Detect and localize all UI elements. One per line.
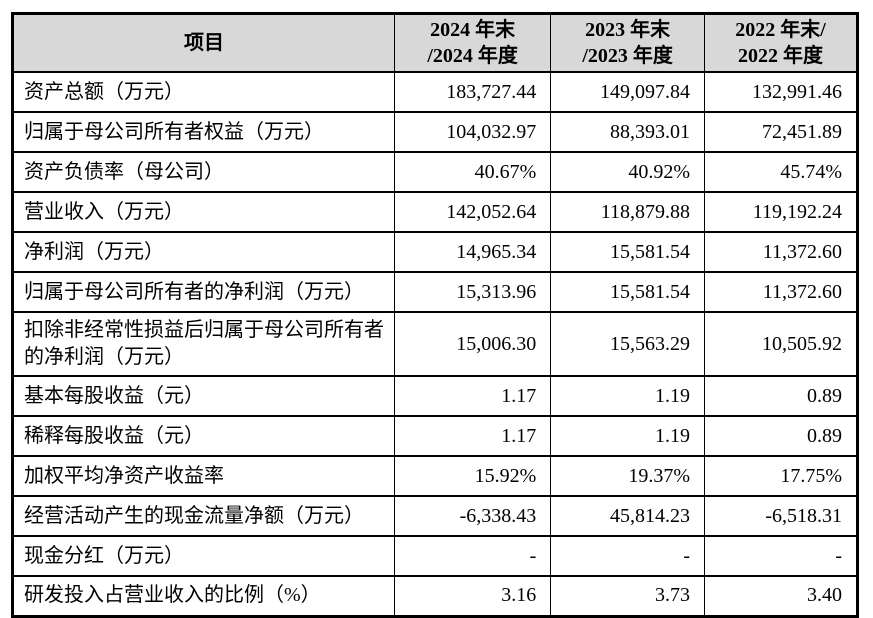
table-row: 归属于母公司所有者权益（万元） 104,032.97 88,393.01 72,…	[12, 111, 858, 153]
row-label: 研发投入占营业收入的比例（%）	[12, 575, 395, 617]
row-value-2024: 104,032.97	[393, 111, 552, 153]
row-value-2022: 11,372.60	[704, 271, 858, 313]
col-header-2022-line1: 2022 年末/	[735, 19, 826, 41]
row-label: 现金分红（万元）	[12, 535, 395, 577]
row-label: 营业收入（万元）	[12, 191, 395, 233]
row-value-2024: 142,052.64	[393, 191, 552, 233]
row-value-2022: -6,518.31	[704, 495, 858, 537]
table-row: 资产负债率（母公司） 40.67% 40.92% 45.74%	[12, 151, 858, 193]
row-value-2023: 15,563.29	[550, 311, 706, 377]
row-label: 稀释每股收益（元）	[12, 415, 395, 457]
row-label: 扣除非经常性损益后归属于母公司所有者的净利润（万元）	[12, 311, 395, 377]
table-row: 稀释每股收益（元） 1.17 1.19 0.89	[12, 415, 858, 457]
row-value-2024: 15,006.30	[393, 311, 552, 377]
row-value-2024: 15.92%	[393, 455, 552, 497]
table-row: 归属于母公司所有者的净利润（万元） 15,313.96 15,581.54 11…	[12, 271, 858, 313]
row-value-2022: 17.75%	[704, 455, 858, 497]
row-label: 归属于母公司所有者的净利润（万元）	[12, 271, 395, 313]
row-value-2023: 149,097.84	[550, 71, 706, 113]
row-value-2022: 119,192.24	[704, 191, 858, 233]
row-value-2022: 45.74%	[704, 151, 858, 193]
col-header-2023: 2023 年末 /2023 年度	[550, 12, 706, 73]
financial-summary-table: 项目 2024 年末 /2024 年度 2023 年末 /2023 年度 202…	[11, 12, 859, 618]
table-row: 研发投入占营业收入的比例（%） 3.16 3.73 3.40	[12, 575, 858, 617]
row-value-2024: 3.16	[393, 575, 552, 617]
col-header-2024-line1: 2024 年末	[430, 19, 516, 41]
row-value-2022: -	[704, 535, 858, 577]
row-value-2023: 19.37%	[550, 455, 706, 497]
col-header-2024-line2: /2024 年度	[427, 45, 518, 67]
table-row: 净利润（万元） 14,965.34 15,581.54 11,372.60	[12, 231, 858, 273]
row-label: 资产负债率（母公司）	[12, 151, 395, 193]
table-row: 经营活动产生的现金流量净额（万元） -6,338.43 45,814.23 -6…	[12, 495, 858, 537]
row-value-2023: 15,581.54	[550, 231, 706, 273]
row-value-2023: 40.92%	[550, 151, 706, 193]
row-value-2023: 1.19	[550, 415, 706, 457]
row-value-2024: 40.67%	[393, 151, 552, 193]
table-row: 营业收入（万元） 142,052.64 118,879.88 119,192.2…	[12, 191, 858, 233]
row-value-2024: 183,727.44	[393, 71, 552, 113]
row-label: 净利润（万元）	[12, 231, 395, 273]
row-label: 归属于母公司所有者权益（万元）	[12, 111, 395, 153]
table-row: 资产总额（万元） 183,727.44 149,097.84 132,991.4…	[12, 71, 858, 113]
row-value-2022: 72,451.89	[704, 111, 858, 153]
row-label: 经营活动产生的现金流量净额（万元）	[12, 495, 395, 537]
col-header-item: 项目	[12, 12, 395, 73]
row-value-2022: 0.89	[704, 375, 858, 417]
row-label: 资产总额（万元）	[12, 71, 395, 113]
row-value-2024: 1.17	[393, 415, 552, 457]
row-value-2024: -6,338.43	[393, 495, 552, 537]
row-value-2023: 1.19	[550, 375, 706, 417]
row-value-2023: 45,814.23	[550, 495, 706, 537]
row-value-2022: 11,372.60	[704, 231, 858, 273]
col-header-2024: 2024 年末 /2024 年度	[393, 12, 552, 73]
row-label: 加权平均净资产收益率	[12, 455, 395, 497]
row-value-2022: 0.89	[704, 415, 858, 457]
col-header-2022: 2022 年末/ 2022 年度	[704, 12, 858, 73]
row-value-2023: 88,393.01	[550, 111, 706, 153]
row-value-2024: 1.17	[393, 375, 552, 417]
row-value-2023: 118,879.88	[550, 191, 706, 233]
row-value-2024: 14,965.34	[393, 231, 552, 273]
table-row: 现金分红（万元） - - -	[12, 535, 858, 577]
row-value-2023: 15,581.54	[550, 271, 706, 313]
row-value-2024: -	[393, 535, 552, 577]
table-row: 基本每股收益（元） 1.17 1.19 0.89	[12, 375, 858, 417]
row-value-2022: 10,505.92	[704, 311, 858, 377]
col-header-2023-line1: 2023 年末	[585, 19, 671, 41]
row-label: 基本每股收益（元）	[12, 375, 395, 417]
col-header-2022-line2: 2022 年度	[738, 45, 824, 67]
row-value-2024: 15,313.96	[393, 271, 552, 313]
row-value-2023: -	[550, 535, 706, 577]
table-row: 加权平均净资产收益率 15.92% 19.37% 17.75%	[12, 455, 858, 497]
financial-table-container: 项目 2024 年末 /2024 年度 2023 年末 /2023 年度 202…	[11, 12, 859, 618]
col-header-2023-line2: /2023 年度	[582, 45, 673, 67]
table-row: 扣除非经常性损益后归属于母公司所有者的净利润（万元） 15,006.30 15,…	[12, 311, 858, 377]
row-value-2022: 3.40	[704, 575, 858, 617]
header-row: 项目 2024 年末 /2024 年度 2023 年末 /2023 年度 202…	[12, 12, 858, 73]
row-value-2022: 132,991.46	[704, 71, 858, 113]
row-value-2023: 3.73	[550, 575, 706, 617]
col-header-item-label: 项目	[183, 32, 224, 54]
